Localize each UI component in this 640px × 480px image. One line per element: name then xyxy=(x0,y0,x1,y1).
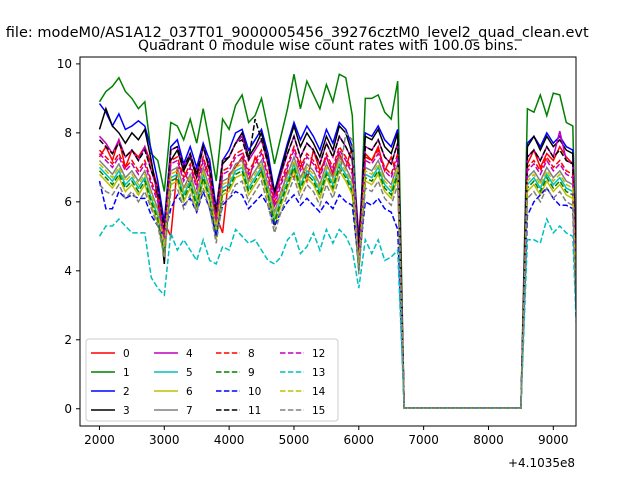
legend-label-0: 0 xyxy=(123,348,130,360)
x-offset-label: +4.1035e8 xyxy=(508,456,575,470)
legend-label-14: 14 xyxy=(312,386,326,398)
legend-label-1: 1 xyxy=(123,367,130,379)
x-tick-label: 9000 xyxy=(538,433,569,447)
legend-label-9: 9 xyxy=(248,367,255,379)
x-tick-label: 8000 xyxy=(473,433,504,447)
legend-label-5: 5 xyxy=(186,367,193,379)
x-tick-label: 2000 xyxy=(84,433,115,447)
y-tick-label: 10 xyxy=(57,57,72,71)
legend-label-12: 12 xyxy=(312,348,325,360)
legend-label-13: 13 xyxy=(312,367,325,379)
series-11-line xyxy=(98,118,576,409)
x-tick-label: 3000 xyxy=(149,433,180,447)
x-tick-label: 5000 xyxy=(279,433,310,447)
legend-label-2: 2 xyxy=(123,386,130,398)
figure-suptitle: n file: modeM0/AS1A12_037T01_9000005456_… xyxy=(0,25,589,41)
x-tick-label: 4000 xyxy=(214,433,245,447)
x-axis: 2000 3000 4000 5000 6000 7000 8000 9000 xyxy=(84,426,569,447)
chart-title: Quadrant 0 module wise count rates with … xyxy=(138,38,518,54)
y-tick-label: 8 xyxy=(64,126,72,140)
y-tick-label: 6 xyxy=(64,195,72,209)
legend-label-6: 6 xyxy=(186,386,193,398)
y-tick-label: 2 xyxy=(64,333,72,347)
series-layer xyxy=(98,73,576,409)
series-9-line xyxy=(98,165,576,409)
legend-label-4: 4 xyxy=(186,348,193,360)
legend-label-15: 15 xyxy=(312,405,325,417)
legend-label-10: 10 xyxy=(248,386,261,398)
legend-label-3: 3 xyxy=(123,405,130,417)
legend-label-7: 7 xyxy=(186,405,193,417)
y-tick-label: 4 xyxy=(64,264,72,278)
legend-label-8: 8 xyxy=(248,348,255,360)
series-15-line xyxy=(98,131,576,409)
plot-frame xyxy=(79,56,577,427)
y-tick-label: 0 xyxy=(64,402,72,416)
legend-box xyxy=(85,338,339,422)
y-axis: 0 2 4 6 8 10 xyxy=(57,57,80,416)
x-tick-label: 7000 xyxy=(408,433,439,447)
legend-label-11: 11 xyxy=(248,405,261,417)
x-tick-label: 6000 xyxy=(344,433,375,447)
